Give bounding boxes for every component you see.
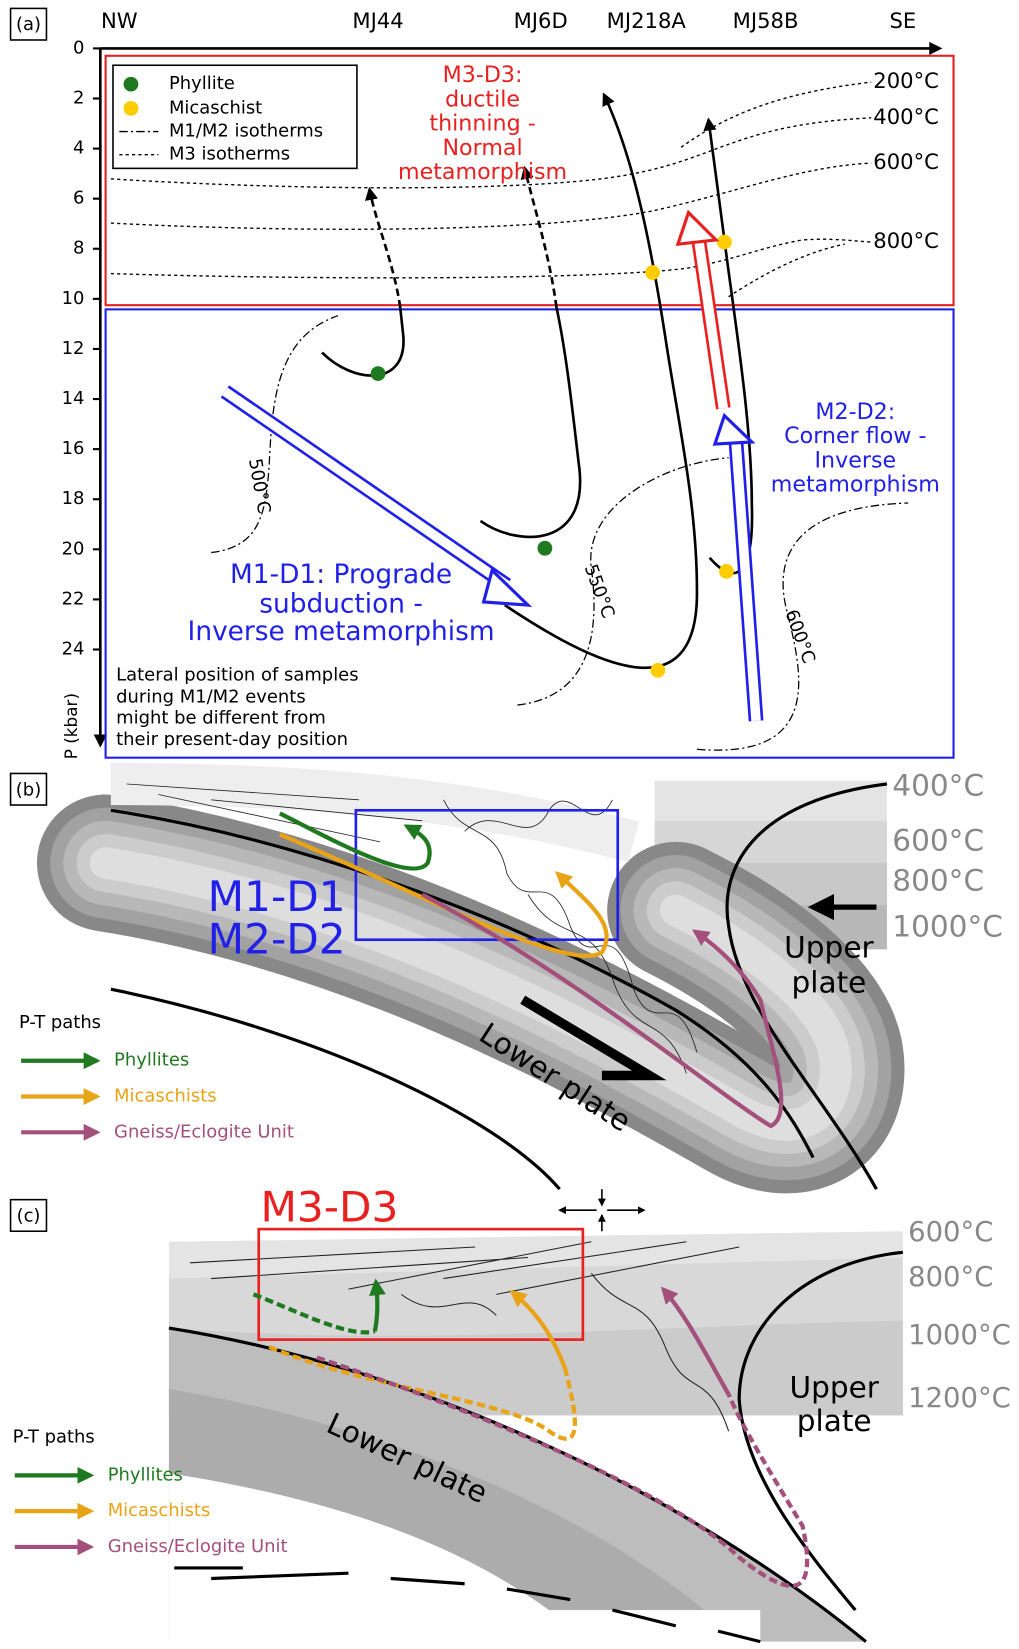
plate-label: plate — [792, 965, 867, 999]
m3-d3-text: Normal — [442, 135, 522, 161]
isotherm-label: 500°C — [244, 457, 274, 515]
legend-label: Gneiss/Eclogite Unit — [108, 1536, 288, 1557]
legend-label: Micaschists — [108, 1500, 211, 1521]
box-text: M2-D2 — [208, 914, 346, 963]
isotherm-label: 800°C — [908, 1262, 993, 1293]
pressure-tick-label: 10 — [62, 288, 85, 309]
isotherm-label: 600°C — [873, 149, 939, 174]
legend-label: M3 isotherms — [169, 144, 290, 165]
m2-d2-text: Corner flow - — [784, 423, 926, 449]
m3-d3-text: metamorphism — [398, 159, 567, 185]
pressure-tick-label: 24 — [62, 639, 85, 660]
site-label: SE — [889, 8, 916, 33]
pressure-tick-label: 0 — [73, 37, 84, 58]
legend-label: Micaschist — [169, 97, 262, 118]
panel-c — [11, 1189, 903, 1649]
legend-label: Phyllite — [169, 73, 235, 94]
isotherm-label: 800°C — [873, 228, 939, 253]
m3-d3-text: thinning - — [429, 111, 535, 137]
pressure-tick-label: 6 — [73, 188, 84, 209]
m1-d1-text: M1-D1: Prograde — [230, 560, 452, 590]
axis-title: P (kbar) — [61, 693, 81, 759]
m1-d1-text: Inverse metamorphism — [188, 617, 495, 647]
pressure-tick-label: 8 — [73, 238, 84, 259]
figure: (a)NWMJ44MJ6DMJ218AMJ58BSE02468101214161… — [0, 0, 1019, 1649]
plate-label: plate — [797, 1404, 872, 1438]
pressure-tick-label: 22 — [62, 588, 85, 609]
isotherm-label: 800°C — [892, 863, 984, 897]
legend-label: M1/M2 isotherms — [169, 121, 323, 142]
m3-d3-text: M3-D3: — [443, 62, 523, 88]
isotherm-label: 600°C — [892, 823, 984, 857]
panel-label: (c) — [17, 1206, 41, 1227]
pressure-tick-label: 14 — [62, 388, 85, 409]
isotherm-label: 400°C — [873, 104, 939, 129]
legend-label: Gneiss/Eclogite Unit — [114, 1121, 294, 1142]
note: during M1/M2 events — [116, 687, 306, 708]
legend-title: P-T paths — [19, 1012, 101, 1033]
legend-label: Phyllites — [114, 1050, 189, 1071]
m3-d3-text: ductile — [445, 86, 520, 112]
pressure-tick-label: 2 — [73, 88, 84, 109]
note: their present-day position — [116, 729, 348, 750]
site-label: MJ218A — [607, 8, 687, 33]
pressure-tick-label: 18 — [62, 488, 85, 509]
panel-label: (b) — [16, 779, 41, 800]
m1-d1-text: subduction - — [259, 590, 423, 620]
isotherm-label: 400°C — [892, 769, 984, 803]
pressure-tick-label: 12 — [62, 338, 85, 359]
site-label: NW — [101, 8, 138, 33]
panel-label: (a) — [16, 14, 41, 35]
isotherm-label: 1000°C — [892, 910, 1003, 944]
plate-label: Upper — [789, 1371, 879, 1405]
site-label: MJ6D — [514, 8, 568, 33]
box-text: M3-D3 — [260, 1183, 398, 1232]
pressure-tick-label: 16 — [62, 438, 85, 459]
pressure-tick-label: 20 — [62, 538, 85, 559]
isotherm-label: 600°C — [780, 607, 819, 666]
m2-d2-text: metamorphism — [771, 472, 940, 498]
legend-title: P-T paths — [13, 1427, 95, 1448]
legend-label: Micaschists — [114, 1086, 217, 1107]
site-label: MJ44 — [352, 8, 403, 33]
plate-label: Upper — [784, 931, 874, 965]
isotherm-label: 550°C — [580, 562, 619, 621]
pressure-tick-label: 4 — [73, 138, 84, 159]
page: { "panel_a": { "label": "(a)", "top_axis… — [0, 0, 1019, 1649]
note: might be different from — [116, 708, 326, 729]
isotherm-label: 1200°C — [908, 1383, 1011, 1414]
m2-d2-text: M2-D2: — [815, 399, 895, 425]
isotherm-label: 1000°C — [908, 1320, 1011, 1351]
m2-d2-text: Inverse — [815, 447, 897, 473]
site-label: MJ58B — [733, 8, 799, 33]
legend-label: Phyllites — [108, 1464, 183, 1485]
isotherm-label: 200°C — [873, 68, 939, 93]
isotherm-label: 600°C — [908, 1217, 993, 1248]
note: Lateral position of samples — [116, 665, 358, 686]
